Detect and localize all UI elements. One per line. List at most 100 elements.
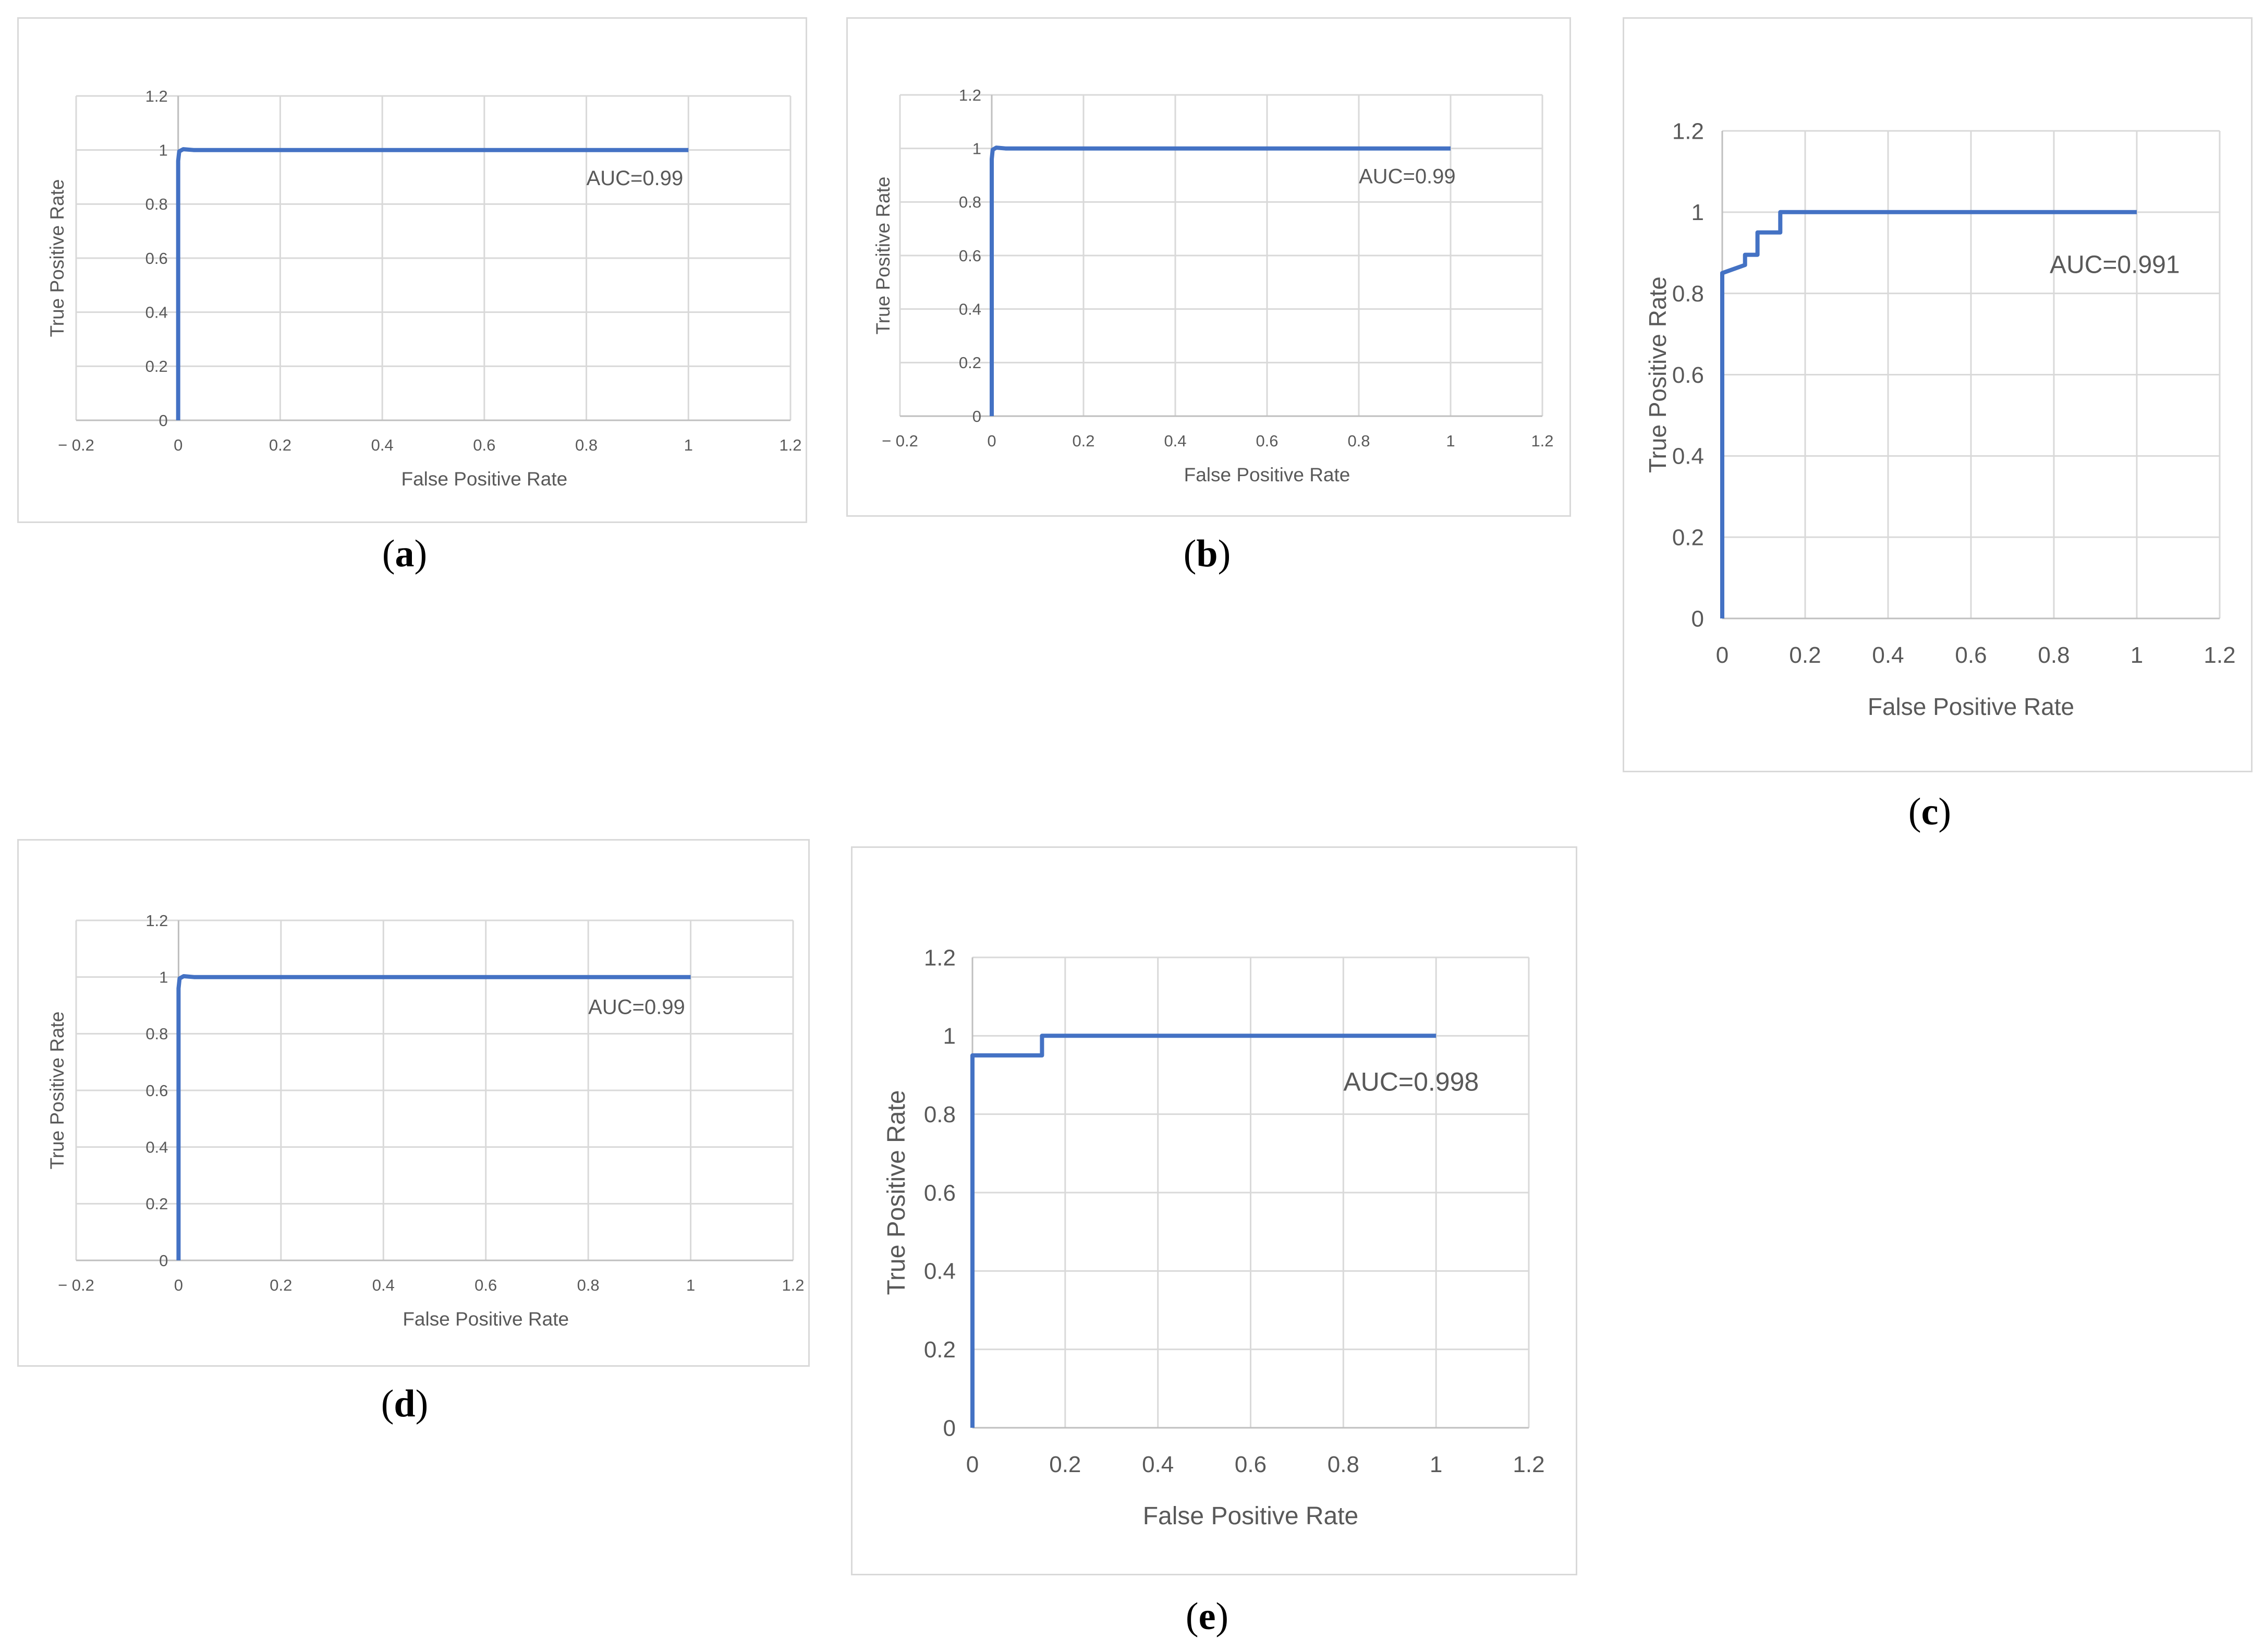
y-tick-label-b-1: 0.2: [959, 354, 981, 372]
x-axis-title-b: False Positive Rate: [1184, 464, 1350, 485]
chart-panel-d: − 0.2 0 0.2 0.4 0.6 0.8 1 1.2 0 0.2 0.4 0.6 0.8 1 1.2 F…: [17, 839, 810, 1367]
y-tick-label-b-0: 0: [972, 407, 981, 426]
x-tick-label-a-7: 1.2: [779, 436, 801, 454]
x-tick-label-a-6: 1: [684, 436, 693, 454]
y-tick-label-a-4: 0.8: [145, 195, 168, 213]
x-tick-label-d-6: 1: [686, 1276, 695, 1294]
x-axis-title-a: False Positive Rate: [401, 468, 567, 490]
x-tick-label-e-3: 0.6: [1235, 1452, 1267, 1477]
roc-curve-d-0: [176, 974, 691, 1260]
x-tick-label-d-4: 0.6: [474, 1276, 497, 1294]
caption-letter-d: d: [394, 1382, 416, 1425]
x-axis-title-d: False Positive Rate: [403, 1308, 569, 1330]
chart-panel-a: − 0.2 0 0.2 0.4 0.6 0.8 1 1.2 0 0.2 0.4 0.6 0.8 1 1.2 F…: [17, 17, 807, 523]
y-tick-label-d-1: 0.2: [145, 1195, 168, 1213]
y-tick-label-e-2: 0.4: [924, 1259, 956, 1284]
y-tick-label-d-3: 0.6: [145, 1082, 168, 1100]
auc-label-e: AUC=0.998: [1343, 1067, 1479, 1097]
x-tick-label-a-1: 0: [174, 436, 182, 454]
x-tick-label-e-4: 0.8: [1328, 1452, 1359, 1477]
y-tick-label-a-3: 0.6: [145, 249, 168, 268]
x-tick-label-c-5: 1: [2131, 642, 2143, 668]
chart-panel-b: − 0.2 0 0.2 0.4 0.6 0.8 1 1.2 0 0.2 0.4 0.6 0.8 1 1.2 F…: [846, 17, 1571, 517]
x-tick-label-c-4: 0.8: [2038, 642, 2070, 668]
x-tick-label-d-5: 0.8: [577, 1276, 600, 1294]
x-tick-label-e-1: 0.2: [1049, 1452, 1081, 1477]
x-tick-label-c-1: 0.2: [1789, 642, 1821, 668]
auc-label-c: AUC=0.991: [2050, 251, 2180, 279]
y-axis-title-e: True Positive Rate: [883, 1090, 910, 1295]
roc-chart-d: − 0.2 0 0.2 0.4 0.6 0.8 1 1.2 0 0.2 0.4 0.6 0.8 1 1.2 F…: [46, 912, 805, 1330]
y-tick-label-e-5: 1: [943, 1024, 956, 1049]
roc-chart-e: 0 0.2 0.4 0.6 0.8 1 1.2 0 0.2 0.4 0.6 0.8 1 1.2 False …: [883, 945, 1545, 1530]
y-tick-label-c-1: 0.2: [1672, 525, 1704, 551]
y-tick-label-a-1: 0.2: [145, 357, 168, 375]
y-tick-label-c-0: 0: [1691, 606, 1704, 631]
y-axis-title-d: True Positive Rate: [46, 1012, 68, 1170]
caption-d: (d): [381, 1382, 429, 1425]
x-tick-label-d-0: − 0.2: [58, 1276, 94, 1294]
x-tick-label-e-5: 1: [1430, 1452, 1442, 1477]
y-axis-title-c: True Positive Rate: [1644, 276, 1671, 473]
x-tick-label-d-2: 0.2: [270, 1276, 292, 1294]
x-tick-label-a-5: 0.8: [575, 436, 598, 454]
y-tick-label-a-5: 1: [159, 141, 167, 160]
y-tick-label-e-3: 0.6: [924, 1180, 956, 1206]
roc-chart-b: − 0.2 0 0.2 0.4 0.6 0.8 1 1.2 0 0.2 0.4 0.6 0.8 1 1.2 F…: [872, 86, 1554, 485]
caption-letter-c: c: [1921, 791, 1939, 833]
y-tick-label-d-0: 0: [159, 1252, 168, 1270]
y-tick-label-b-2: 0.4: [959, 300, 981, 319]
x-tick-label-c-3: 0.6: [1955, 642, 1987, 668]
y-tick-label-c-3: 0.6: [1672, 362, 1704, 388]
roc-curve-e-0: [970, 1034, 1437, 1428]
caption-a: (a): [382, 532, 428, 575]
x-tick-label-b-5: 0.8: [1347, 432, 1370, 450]
x-tick-label-c-6: 1.2: [2204, 642, 2235, 668]
y-tick-label-b-6: 1.2: [959, 86, 981, 104]
x-tick-label-a-3: 0.4: [371, 436, 394, 454]
roc-chart-a: − 0.2 0 0.2 0.4 0.6 0.8 1 1.2 0 0.2 0.4 0.6 0.8 1 1.2 F…: [46, 87, 802, 490]
y-tick-label-c-6: 1.2: [1672, 118, 1704, 144]
x-tick-label-d-1: 0: [174, 1276, 183, 1294]
y-tick-label-a-2: 0.4: [145, 303, 168, 322]
y-tick-label-b-4: 0.8: [959, 193, 981, 211]
y-tick-label-b-3: 0.6: [959, 247, 981, 265]
auc-label-a: AUC=0.99: [587, 167, 684, 190]
y-tick-label-d-4: 0.8: [145, 1025, 168, 1043]
x-tick-label-a-0: − 0.2: [58, 436, 94, 454]
roc-chart-c: 0 0.2 0.4 0.6 0.8 1 1.2 0 0.2 0.4 0.6 0.8 1 1.2 False …: [1644, 118, 2236, 720]
caption-c: (c): [1908, 791, 1952, 833]
chart-panel-e: 0 0.2 0.4 0.6 0.8 1 1.2 0 0.2 0.4 0.6 0.8 1 1.2 False …: [851, 846, 1577, 1575]
x-tick-label-b-6: 1: [1446, 432, 1455, 450]
caption-letter-a: a: [395, 532, 415, 575]
y-tick-label-d-2: 0.4: [145, 1138, 168, 1157]
y-axis-title-b: True Positive Rate: [872, 177, 894, 335]
roc-curve-b-0: [990, 145, 1451, 416]
x-tick-label-b-0: − 0.2: [882, 432, 918, 450]
x-tick-label-e-2: 0.4: [1142, 1452, 1174, 1477]
x-tick-label-e-6: 1.2: [1513, 1452, 1544, 1477]
caption-letter-e: e: [1198, 1595, 1216, 1638]
y-tick-label-d-6: 1.2: [145, 912, 168, 930]
caption-letter-b: b: [1196, 532, 1218, 575]
y-tick-label-b-5: 1: [972, 140, 981, 158]
roc-curve-a-0: [176, 147, 689, 420]
y-tick-label-e-0: 0: [943, 1415, 956, 1441]
x-axis-title-c: False Positive Rate: [1868, 693, 2074, 720]
y-tick-label-c-2: 0.4: [1672, 444, 1704, 469]
y-tick-label-c-4: 0.8: [1672, 281, 1704, 307]
auc-label-b: AUC=0.99: [1359, 165, 1456, 188]
x-axis-title-e: False Positive Rate: [1143, 1502, 1359, 1530]
x-tick-label-d-7: 1.2: [782, 1276, 804, 1294]
x-tick-label-d-3: 0.4: [372, 1276, 395, 1294]
y-tick-label-e-4: 0.8: [924, 1102, 956, 1127]
x-tick-label-e-0: 0: [966, 1452, 979, 1477]
x-tick-label-b-2: 0.2: [1072, 432, 1094, 450]
x-tick-label-b-1: 0: [987, 432, 996, 450]
roc-curve-c-0: [1720, 210, 2137, 618]
x-tick-label-b-3: 0.4: [1164, 432, 1186, 450]
x-tick-label-b-7: 1.2: [1531, 432, 1553, 450]
y-tick-label-c-5: 1: [1691, 200, 1704, 225]
y-tick-label-a-0: 0: [159, 411, 167, 430]
x-tick-label-a-4: 0.6: [473, 436, 495, 454]
